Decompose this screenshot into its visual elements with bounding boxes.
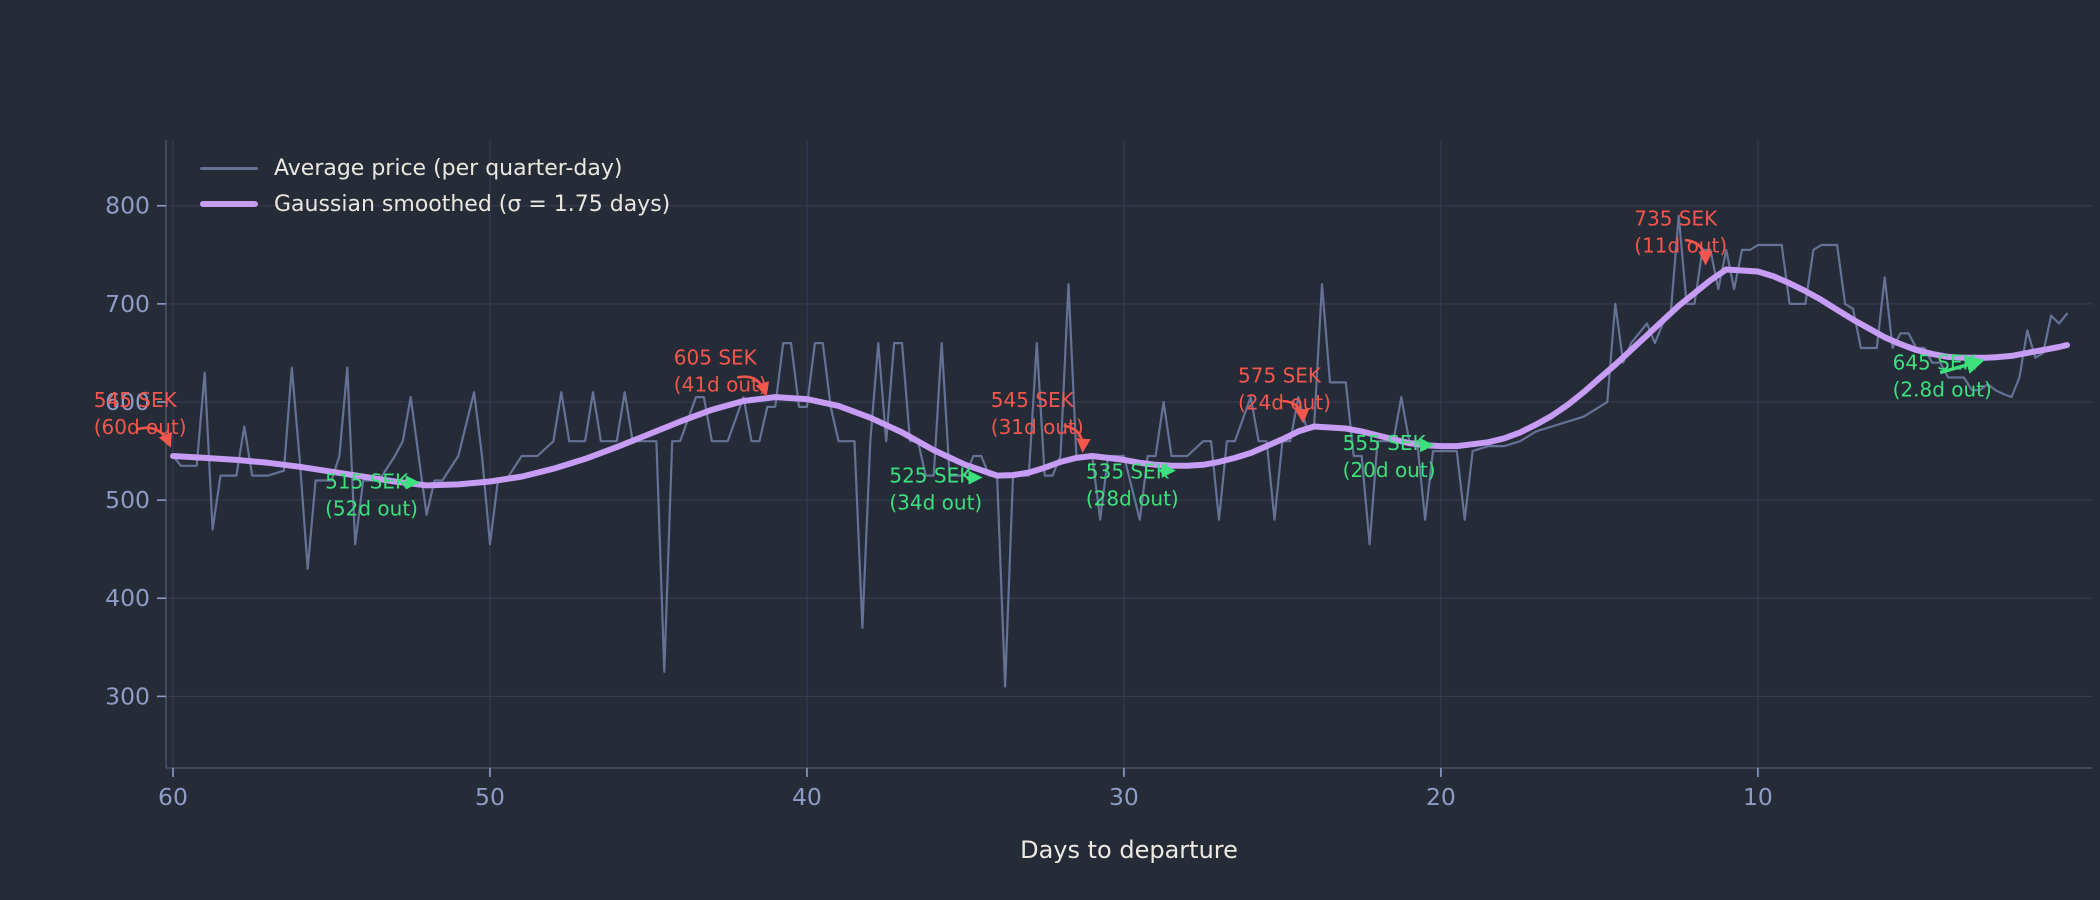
legend-row-smoothed: Gaussian smoothed (σ = 1.75 days) — [200, 186, 670, 222]
svg-text:300: 300 — [105, 682, 150, 710]
svg-text:700: 700 — [105, 290, 150, 318]
svg-text:(34d out): (34d out) — [889, 490, 982, 514]
average-price-line-sample — [200, 166, 258, 170]
svg-text:50: 50 — [475, 783, 505, 811]
legend: Average price (per quarter-day) Gaussian… — [200, 150, 670, 222]
axes-spines — [165, 140, 2092, 769]
svg-text:645 SEK: 645 SEK — [1893, 351, 1977, 375]
svg-text:600: 600 — [105, 388, 150, 416]
annotation-dip-28dout: 535 SEK (28d out) — [1086, 460, 1179, 511]
svg-text:500: 500 — [105, 486, 150, 514]
annotation-peak-31dout: 545 SEK(31d out) — [991, 388, 1091, 453]
svg-text:400: 400 — [105, 584, 150, 612]
svg-text:515 SEK: 515 SEK — [325, 469, 409, 493]
annotation-peak-41dout: 605 SEK (41d out) — [674, 346, 770, 397]
y-tick-labels: 300 400 500 600 700 800 — [105, 192, 150, 711]
svg-text:735 SEK: 735 SEK — [1634, 206, 1718, 230]
svg-text:800: 800 — [105, 192, 150, 220]
svg-text:545 SEK: 545 SEK — [991, 388, 1075, 412]
svg-text:555 SEK: 555 SEK — [1343, 431, 1427, 455]
svg-text:60: 60 — [158, 783, 188, 811]
annotation-peak-24dout: 575 SEK(24d out) — [1238, 363, 1331, 424]
svg-text:(28d out): (28d out) — [1086, 487, 1179, 511]
svg-text:605 SEK: 605 SEK — [674, 346, 758, 370]
annotation-dip-34dout: 525 SEK (34d out) — [889, 463, 983, 514]
svg-text:525 SEK: 525 SEK — [889, 463, 973, 487]
svg-text:(41d out): (41d out) — [674, 373, 767, 397]
svg-text:20: 20 — [1426, 783, 1456, 811]
svg-text:(11d out): (11d out) — [1634, 233, 1727, 257]
svg-text:(20d out): (20d out) — [1343, 458, 1436, 482]
annotation-peak-11dout: 735 SEK (11d out) — [1634, 206, 1727, 266]
smoothed-line-sample — [200, 201, 258, 207]
svg-text:545 SEK: 545 SEK — [94, 388, 178, 412]
svg-text:(2.8d out): (2.8d out) — [1893, 378, 1992, 402]
tick-marks — [157, 204, 1759, 777]
svg-text:10: 10 — [1743, 783, 1773, 811]
svg-text:(52d out): (52d out) — [325, 496, 418, 520]
x-axis-label: Days to departure — [1020, 836, 1238, 864]
svg-text:575 SEK: 575 SEK — [1238, 363, 1322, 387]
svg-text:30: 30 — [1109, 783, 1139, 811]
x-tick-labels: 60 50 40 30 20 10 — [158, 783, 1773, 811]
legend-row-average: Average price (per quarter-day) — [200, 150, 670, 186]
annotation-peak-60dout: 545 SEK (60d out) — [94, 388, 187, 448]
smoothed-series — [170, 266, 2070, 489]
svg-text:40: 40 — [792, 783, 822, 811]
legend-label-smoothed: Gaussian smoothed (σ = 1.75 days) — [274, 191, 671, 217]
annotation-dip-20dout: 555 SEK (20d out) — [1343, 431, 1436, 482]
annotation-dip-2.8dout: 645 SEK (2.8d out) — [1893, 351, 1992, 402]
annotation-dip-52dout: 515 SEK (52d out) — [325, 469, 420, 520]
svg-text:535 SEK: 535 SEK — [1086, 460, 1170, 484]
legend-label-average: Average price (per quarter-day) — [274, 155, 623, 181]
grid-lines — [166, 140, 2092, 768]
svg-text:(60d out): (60d out) — [94, 415, 187, 439]
